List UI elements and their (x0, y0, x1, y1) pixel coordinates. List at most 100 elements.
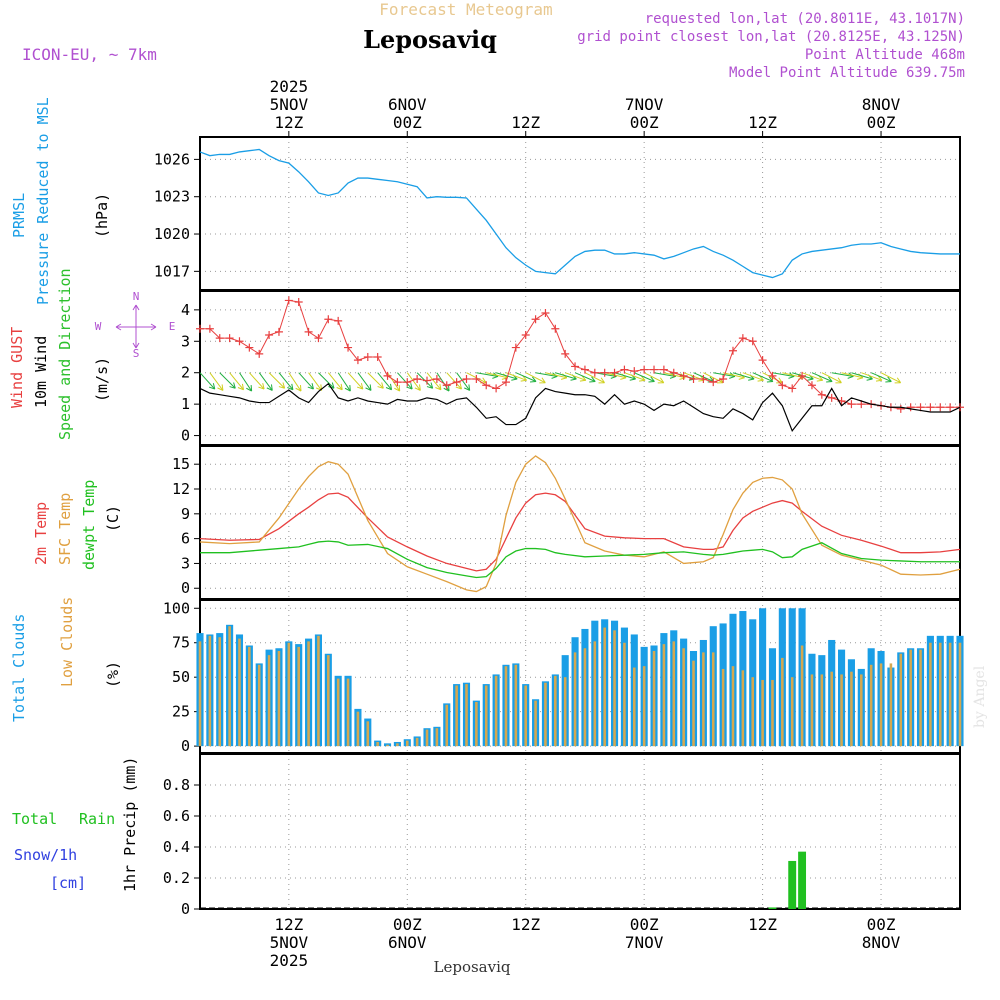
gust-point (659, 365, 668, 374)
ytick-label-clouds: 50 (172, 668, 190, 686)
t2m-label: 2m Temp (32, 502, 50, 565)
wind-dir-arrow (377, 372, 392, 391)
compass-n: N (133, 290, 140, 303)
gust-point (452, 378, 461, 387)
wind-dir-arrow (318, 372, 335, 389)
low-cloud-bar (514, 664, 518, 747)
wind-dir-arrow (821, 372, 842, 384)
gust-point (314, 334, 323, 343)
low-cloud-bar (613, 630, 616, 747)
gust-line (200, 299, 960, 410)
low-cloud-bar (692, 660, 695, 747)
wind-dir-arrow (278, 372, 294, 391)
wind-dir-arrow (515, 372, 537, 382)
gust-point (521, 331, 530, 339)
ytick-label-pressure: 1017 (154, 262, 190, 280)
gust-point (748, 337, 757, 346)
wind-dir-arrowhead (258, 383, 265, 390)
top-time-label: 5NOV (270, 95, 309, 114)
low-cloud-bar (771, 679, 774, 747)
total-cloud-bar (759, 608, 767, 747)
wind-dir-arrow (525, 372, 546, 384)
gust-point (413, 375, 422, 383)
wind-dir-arrowhead (455, 383, 462, 390)
low-cloud-bar (287, 642, 291, 747)
top-time-label: 6NOV (388, 95, 427, 114)
gust-point (541, 309, 550, 317)
ytick-label-pressure: 1023 (154, 188, 190, 206)
low-cloud-bar (810, 674, 814, 747)
gust-point (551, 324, 560, 333)
gust-point (294, 298, 303, 306)
pressure-unit-label: (hPa) (93, 193, 111, 238)
wind-dir-arrowhead (307, 383, 314, 390)
gust-point (926, 403, 935, 412)
precip-unit-label: 1hr Precip (mm) (121, 757, 139, 892)
grid-point-coords: grid point closest lon,lat (20.8125E, 43… (577, 29, 965, 45)
wind-dir-arrowhead (435, 383, 442, 391)
wind-dir-arrow (397, 372, 413, 390)
wind-dir-arrow (811, 372, 833, 382)
low-cloud-bar (317, 635, 320, 747)
low-cloud-bar (504, 666, 508, 747)
low-cloud-bar (711, 652, 715, 747)
wind-dir-arrow (555, 372, 577, 380)
low-cloud-bar (524, 685, 527, 747)
ytick-label-pressure: 1020 (154, 225, 190, 243)
wind-dir-arrow (476, 372, 499, 377)
low-cloud-bar (909, 649, 912, 747)
low-cloud-bar (879, 663, 883, 747)
gust-point (679, 371, 688, 380)
gust-point (798, 371, 807, 380)
ytick-label-clouds: 100 (163, 599, 190, 617)
low-cloud-bar (830, 671, 833, 747)
wind-dir-arrowhead (443, 385, 450, 392)
gust-point (669, 368, 678, 377)
bottom-time-label: 12Z (511, 915, 540, 934)
pressure-side-labels: PRMSL Pressure Reduced to MSL (hPa) (10, 97, 111, 305)
wind-speed-dir-label: Speed and Direction (56, 268, 74, 440)
gust-point (403, 378, 412, 387)
gust-point (235, 337, 244, 346)
wind-dir-arrowhead (406, 383, 413, 390)
total-cloud-label: Total Clouds (10, 614, 28, 722)
low-cloud-bar (929, 642, 932, 747)
top-time-label: 12Z (274, 113, 303, 132)
low-cloud-bar (307, 641, 310, 747)
ytick-label-temperature: 9 (181, 505, 190, 523)
top-time-label: 8NOV (862, 95, 901, 114)
gust-point (807, 381, 816, 390)
wind-dir-arrow (584, 372, 605, 384)
panel-precip: 0 0.2 0.4 0.6 0.8 (163, 753, 961, 918)
top-time-label: 2025 (270, 77, 309, 96)
gust-point (650, 365, 659, 374)
wind-dir-arrow (219, 372, 236, 389)
low-cloud-bar (494, 675, 498, 747)
precip-snow-label: Snow/1h (14, 846, 77, 864)
low-cloud-bar (346, 678, 350, 747)
sfc-temp-label: SFC Temp (56, 493, 74, 565)
dewpt-label: dewpt Temp (80, 480, 98, 570)
low-cloud-bar (850, 671, 853, 747)
low-cloud-bar (603, 627, 606, 747)
ytick-label-pressure: 1026 (154, 150, 190, 168)
gust-point (196, 324, 204, 333)
ytick-label-clouds: 0 (181, 737, 190, 755)
bottom-time-label: 00Z (630, 915, 659, 934)
wind-dir-arrow (426, 372, 442, 391)
wind-dir-arrowhead (464, 384, 471, 391)
bottom-time-label: 00Z (393, 915, 422, 934)
low-cloud-bar (721, 668, 725, 747)
bottom-time-label: 5NOV (270, 933, 309, 952)
low-cloud-bar (267, 655, 271, 747)
wind-dir-arrow (870, 372, 892, 382)
low-cloud-bar (405, 740, 409, 747)
gust-point (393, 378, 402, 387)
low-cloud-bar (327, 655, 330, 747)
wind-dir-arrow (861, 372, 883, 381)
low-cloud-bar (800, 645, 804, 747)
low-cloud-bar (415, 737, 419, 747)
wind-dir-arrow (258, 372, 273, 391)
gust-point (620, 365, 629, 374)
low-cloud-bar (682, 648, 685, 747)
